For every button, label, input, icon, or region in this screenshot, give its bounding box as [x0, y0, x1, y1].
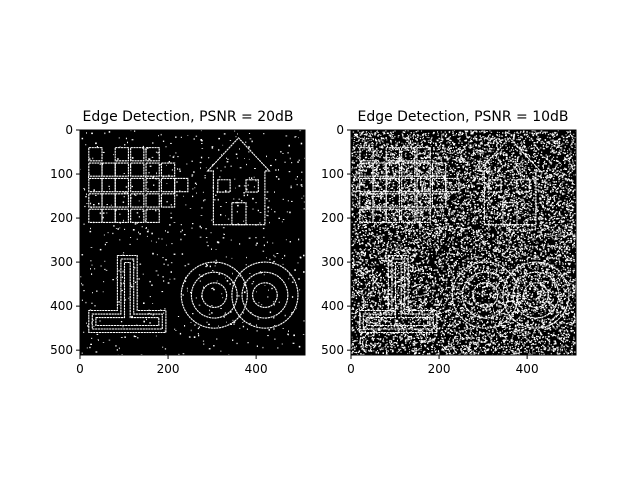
edge-shape [130, 177, 145, 193]
edge-shape [201, 282, 228, 308]
image-content [351, 130, 576, 355]
y-tick-label: 100 [50, 167, 73, 181]
x-tick-label: 200 [428, 362, 451, 376]
edge-shape [401, 208, 416, 224]
y-tick-label: 100 [321, 167, 344, 181]
edge-shape [231, 202, 247, 226]
image-background [80, 130, 305, 355]
edge-shape [101, 193, 116, 208]
panel-title: Edge Detection, PSNR = 10dB [357, 109, 568, 125]
edge-shape [502, 261, 570, 329]
x-tick-label: 400 [516, 362, 539, 376]
y-tick-label: 0 [65, 123, 73, 137]
edge-shape [130, 193, 145, 208]
edge-shape [101, 177, 116, 193]
edge-shape [145, 162, 160, 177]
edge-shape [241, 271, 289, 319]
y-tick-label: 500 [321, 343, 344, 357]
edge-shape [362, 258, 434, 330]
edge-shape [431, 193, 447, 208]
edge-shape [174, 177, 189, 193]
x-tick-label: 200 [157, 362, 180, 376]
noise-speckle [351, 130, 576, 355]
edge-image-panel-psnr-20db: Edge Detection, PSNR = 20dB 0 200 400 0 100 2… [50, 109, 306, 376]
edge-shape [252, 282, 278, 308]
y-tick-label: 0 [336, 123, 344, 137]
edge-shape [217, 179, 231, 193]
edge-lines [88, 137, 299, 334]
edge-shape [88, 147, 103, 162]
edge-shape [114, 147, 129, 162]
edge-shape [477, 137, 542, 226]
edge-shape [145, 208, 160, 224]
edge-shape [231, 261, 299, 329]
edge-shape [160, 162, 176, 177]
edge-shape [372, 177, 387, 193]
edge-shape [190, 271, 238, 319]
y-tick-label: 300 [321, 255, 344, 269]
edge-shape [130, 208, 145, 224]
edge-shape [130, 147, 145, 162]
edge-shape [101, 162, 116, 177]
x-tick-label: 0 [347, 362, 355, 376]
panel-title: Edge Detection, PSNR = 20dB [82, 109, 293, 125]
edge-shape [180, 261, 248, 329]
axes-frame [79, 129, 306, 356]
edge-shape [416, 208, 431, 224]
y-tick-label: 300 [50, 255, 73, 269]
y-tick-label: 200 [321, 211, 344, 225]
edge-shape [245, 179, 259, 193]
image-content [80, 130, 305, 355]
edge-shape [206, 137, 271, 226]
edge-shape [101, 208, 116, 224]
y-tick-label: 500 [50, 343, 73, 357]
y-tick-label: 400 [321, 299, 344, 313]
edge-shape [95, 261, 160, 327]
edge-shape [372, 162, 387, 177]
axes-frame [350, 129, 577, 356]
x-tick-label: 400 [245, 362, 268, 376]
x-tick-label: 0 [76, 362, 84, 376]
y-tick-label: 400 [50, 299, 73, 313]
edge-shape [145, 147, 160, 162]
edge-shape [145, 193, 160, 208]
edge-shape [160, 193, 176, 208]
edge-image-panel-psnr-10db: Edge Detection, PSNR = 10dB 0 200 400 0 100 2… [321, 109, 577, 376]
edge-shape [91, 258, 163, 330]
edge-shape [145, 177, 160, 193]
edge-shape [130, 162, 145, 177]
y-tick-label: 200 [50, 211, 73, 225]
edge-shape [88, 254, 167, 334]
edge-shape [401, 147, 416, 162]
